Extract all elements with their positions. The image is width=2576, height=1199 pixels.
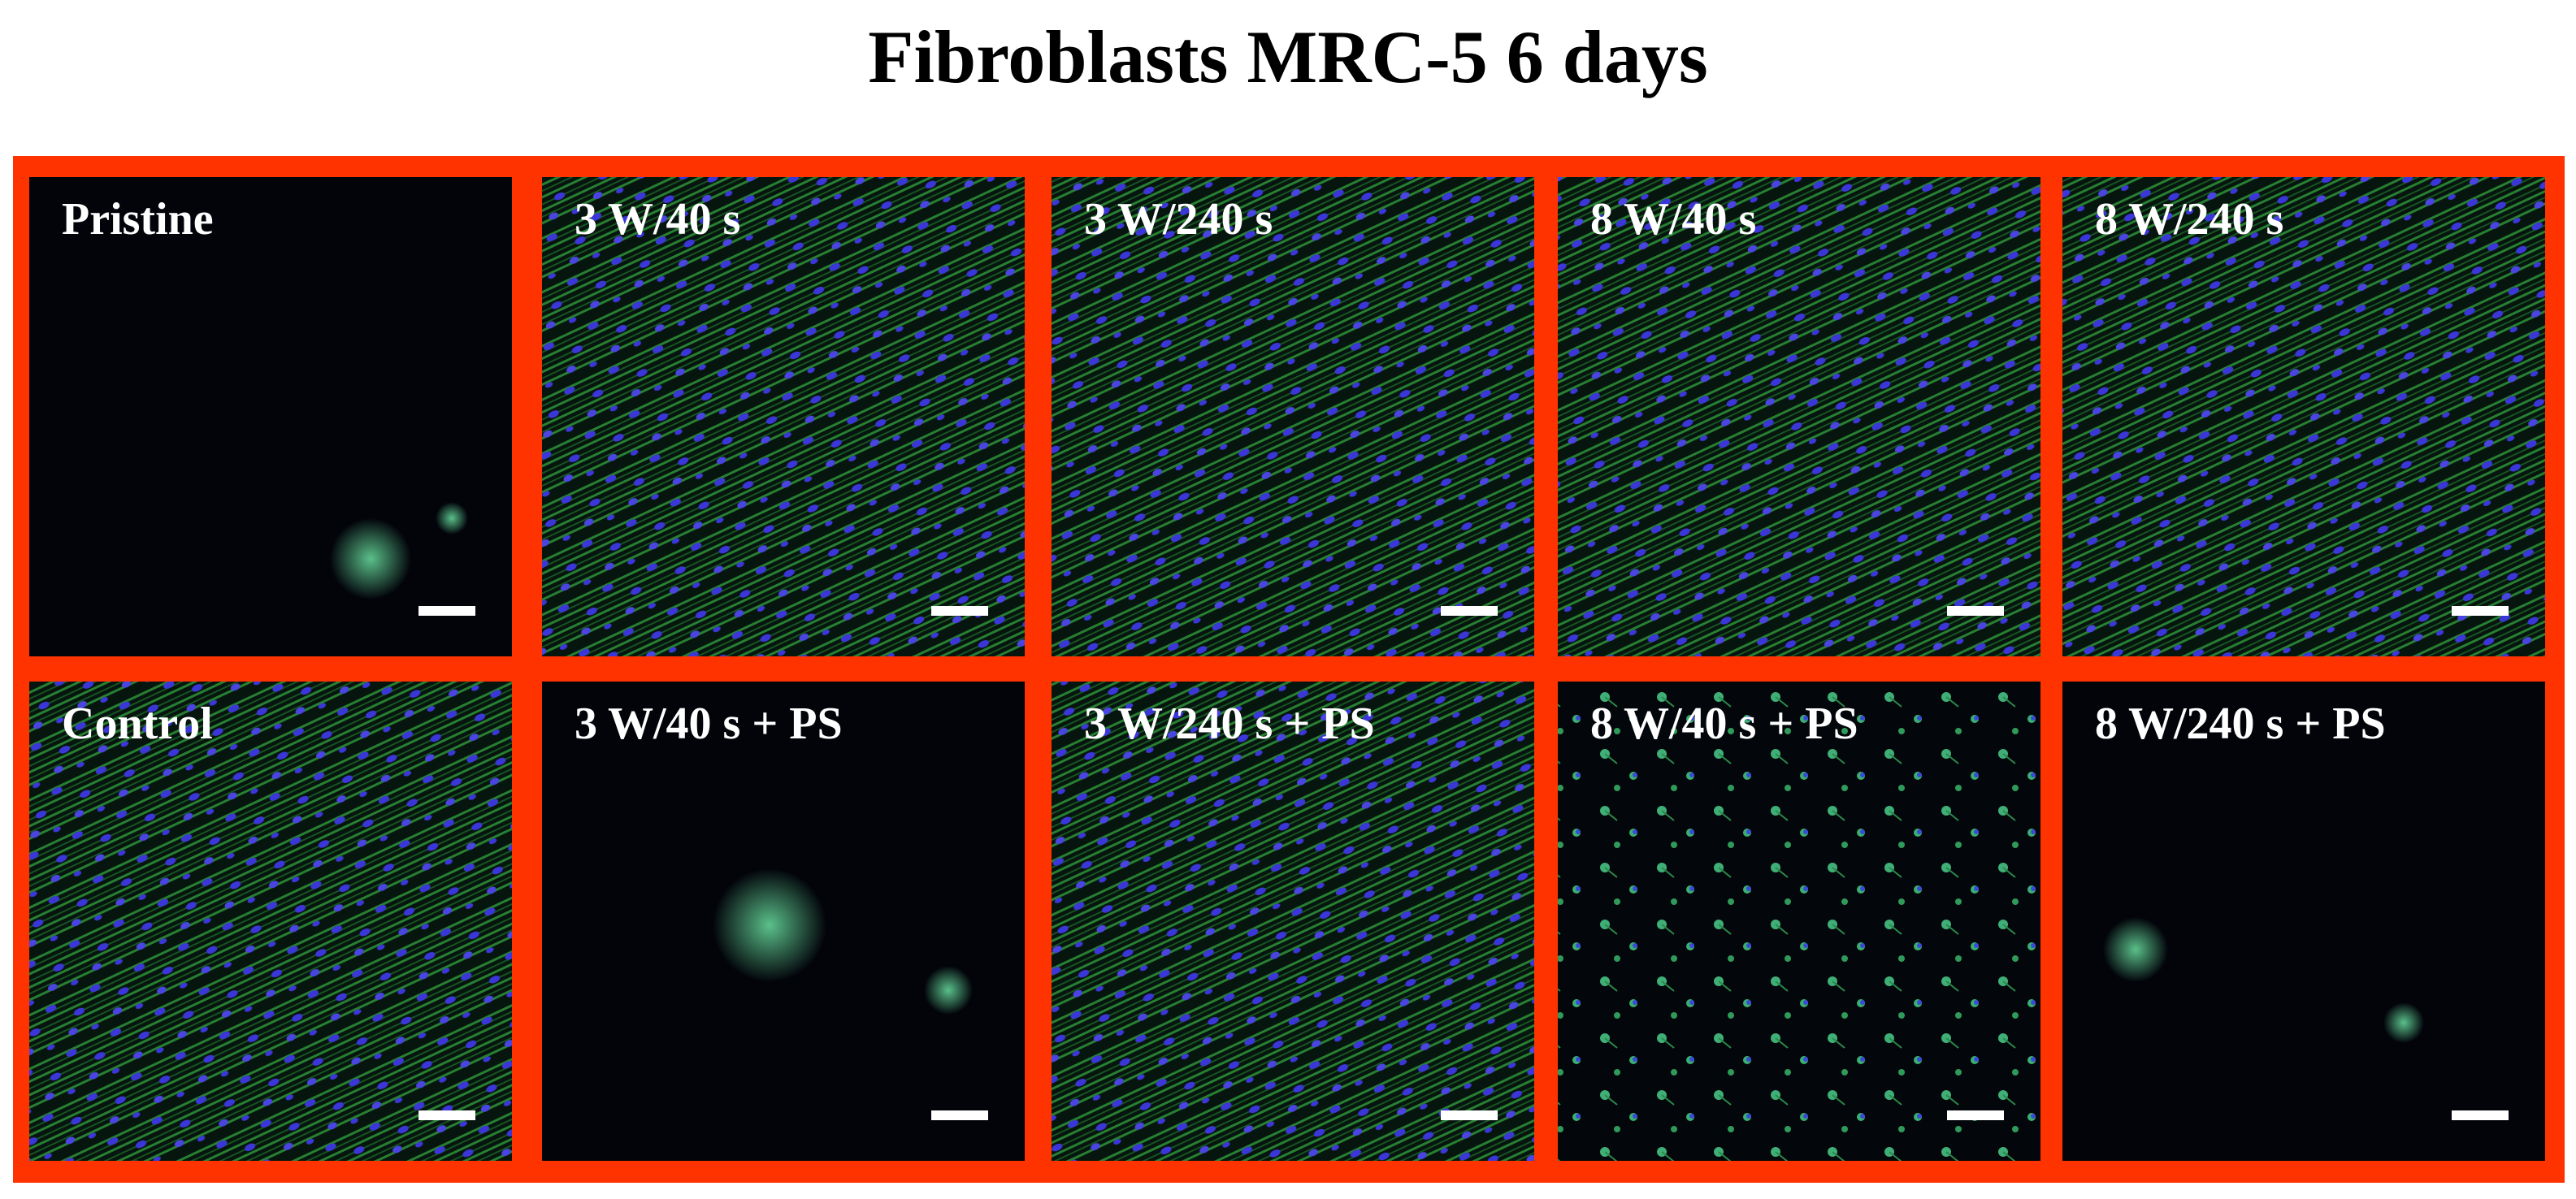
micrograph [1052, 682, 1534, 1161]
scale-bar [1947, 606, 2004, 616]
panel-label: Control [62, 699, 213, 749]
scale-bar [1441, 606, 1498, 616]
micrograph [29, 177, 512, 656]
panel-label: Pristine [62, 194, 214, 245]
micrograph [1558, 682, 2040, 1161]
scale-bar [418, 1110, 475, 1120]
panel-label: 3 W/240 s + PS [1084, 699, 1375, 749]
cell-cluster [436, 502, 468, 535]
cell-cluster [2383, 1002, 2424, 1043]
panel-label: 8 W/40 s [1590, 194, 1756, 245]
micrograph [29, 682, 512, 1161]
panel-label: 8 W/240 s [2095, 194, 2283, 245]
cell-cluster [330, 518, 411, 600]
cell-cluster [2103, 917, 2168, 982]
scale-bar [1441, 1110, 1498, 1120]
cell-cluster [713, 868, 826, 982]
panel-label: 8 W/40 s + PS [1590, 699, 1858, 749]
figure-title: Fibroblasts MRC-5 6 days [868, 15, 1707, 98]
scale-bar [931, 606, 988, 616]
scale-bar [2452, 1110, 2509, 1120]
scale-bar [418, 606, 475, 616]
panel-label: 8 W/240 s + PS [2095, 699, 2386, 749]
micrograph [1558, 177, 2040, 656]
panel-label: 3 W/240 s [1084, 194, 1273, 245]
scale-bar [1947, 1110, 2004, 1120]
micrograph [542, 177, 1025, 656]
scale-bar [2452, 606, 2509, 616]
cell-cluster [924, 966, 973, 1015]
scale-bar [931, 1110, 988, 1120]
micrograph [1052, 177, 1534, 656]
micrograph [2062, 177, 2545, 656]
panel-label: 3 W/40 s [575, 194, 740, 245]
panel-label: 3 W/40 s + PS [575, 699, 843, 749]
